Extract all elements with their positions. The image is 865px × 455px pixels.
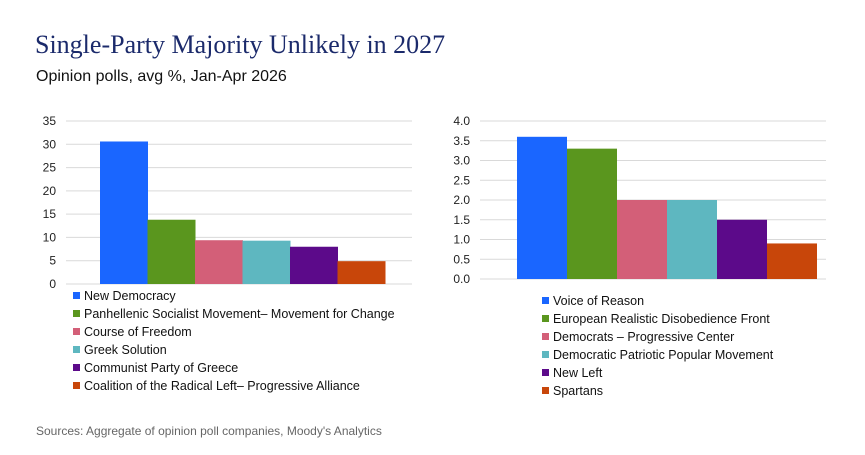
- legend-swatch: [542, 387, 549, 394]
- y-tick-label: 0.5: [453, 252, 470, 266]
- bar: [717, 219, 767, 279]
- bar: [517, 136, 567, 279]
- y-tick-label: 3.0: [453, 154, 470, 168]
- chart-subtitle: Opinion polls, avg %, Jan-Apr 2026: [36, 68, 287, 85]
- source-note: Sources: Aggregate of opinion poll compa…: [36, 424, 382, 438]
- y-tick-label: 3.5: [453, 134, 470, 148]
- y-tick-label: 0.0: [453, 272, 470, 286]
- chart-title: Single-Party Majority Unlikely in 2027: [35, 30, 446, 59]
- legend-label: Coalition of the Radical Left– Progressi…: [84, 379, 360, 393]
- y-tick-label: 35: [43, 114, 57, 128]
- bar: [242, 240, 291, 284]
- chart-2: 0.0 0.5 1.0 1.5 2.0 2.5 3.0 3.5 4.0 Voice of Reas…: [453, 114, 826, 398]
- y-tick-label: 2.0: [453, 193, 470, 207]
- legend-label: Greek Solution: [84, 343, 167, 357]
- y-tick-label: 15: [43, 207, 57, 221]
- legend-swatch: [542, 333, 549, 340]
- y-tick-label: 0: [49, 277, 56, 291]
- legend-label: Democrats – Progressive Center: [553, 330, 734, 344]
- legend-swatch: [542, 369, 549, 376]
- bar: [147, 219, 196, 284]
- legend-swatch: [73, 382, 80, 389]
- y-tick-label: 25: [43, 161, 57, 175]
- legend-label: Democratic Patriotic Popular Movement: [553, 348, 774, 362]
- legend-label: Communist Party of Greece: [84, 361, 238, 375]
- legend-swatch: [73, 364, 80, 371]
- y-tick-label: 4.0: [453, 114, 470, 128]
- bar: [567, 148, 617, 279]
- y-tick-label: 1.0: [453, 233, 470, 247]
- bar: [767, 243, 817, 279]
- legend-label: Spartans: [553, 384, 603, 398]
- legend-swatch: [73, 292, 80, 299]
- bar: [667, 200, 717, 279]
- legend-label: New Left: [553, 366, 603, 380]
- bar: [195, 240, 243, 284]
- bar: [100, 141, 148, 284]
- legend-swatch: [73, 310, 80, 317]
- y-tick-label: 5: [49, 254, 56, 268]
- y-tick-label: 10: [43, 230, 57, 244]
- legend-swatch: [73, 328, 80, 335]
- legend-label: New Democracy: [84, 289, 176, 303]
- legend-label: Panhellenic Socialist Movement– Movement…: [84, 307, 395, 321]
- bar: [617, 200, 667, 279]
- bar: [290, 246, 338, 284]
- chart-1: 0 5 10 15 20 25 30 35 New Democracy Panhellenic S…: [43, 114, 412, 393]
- legend-swatch: [542, 351, 549, 358]
- legend-swatch: [542, 315, 549, 322]
- legend-swatch: [73, 346, 80, 353]
- legend-label: Course of Freedom: [84, 325, 192, 339]
- bar: [337, 261, 386, 284]
- y-tick-label: 30: [43, 137, 57, 151]
- legend-label: European Realistic Disobedience Front: [553, 312, 770, 326]
- y-tick-label: 2.5: [453, 173, 470, 187]
- y-tick-label: 20: [43, 184, 57, 198]
- y-tick-label: 1.5: [453, 213, 470, 227]
- legend-swatch: [542, 297, 549, 304]
- legend-label: Voice of Reason: [553, 294, 644, 308]
